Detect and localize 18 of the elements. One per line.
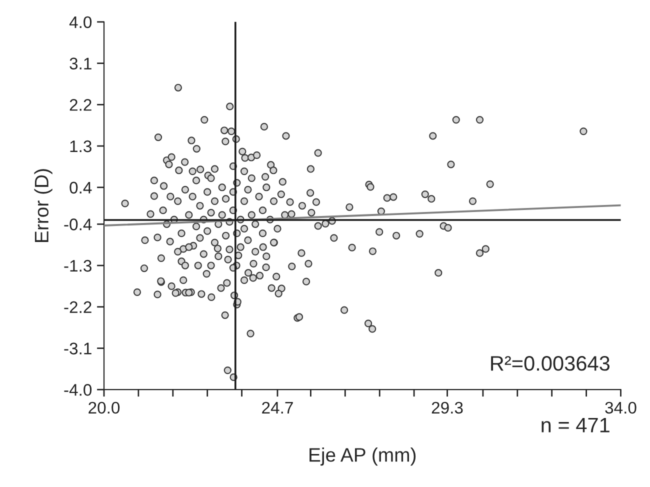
x-tick-label: 29.3 bbox=[432, 402, 463, 414]
text: n = 471 bbox=[542, 418, 610, 432]
y-tick-label: -2.2 bbox=[64, 301, 92, 313]
y-tick-label: 2.2 bbox=[70, 99, 92, 111]
y-tick-label: -4.0 bbox=[64, 384, 92, 396]
annotation: R²=0.003643 bbox=[491, 356, 610, 371]
x-tick-label: 24.7 bbox=[262, 402, 293, 414]
x-axis-title: Eje AP (mm) bbox=[310, 448, 416, 466]
y-tick-label: 4.0 bbox=[69, 16, 92, 28]
y-axis-title: Error (D) bbox=[34, 169, 52, 242]
x-tick-label: 34.0 bbox=[605, 402, 636, 414]
x-tick-label: 20.0 bbox=[88, 402, 120, 414]
y-tick-label: -1.3 bbox=[64, 260, 92, 272]
y-tick-label: 0.4 bbox=[70, 182, 92, 194]
y-tick-label: -0.4 bbox=[64, 218, 92, 230]
y-tick-label: 3.1 bbox=[70, 58, 92, 70]
y-tick-label: 1.3 bbox=[70, 140, 92, 152]
y-tick-label: -3.1 bbox=[64, 342, 92, 354]
